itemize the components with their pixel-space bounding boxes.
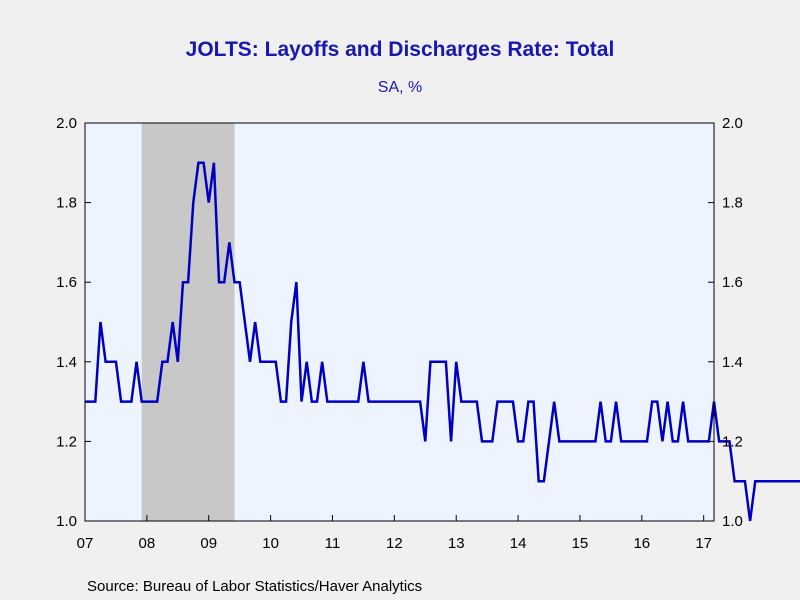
x-tick-label: 16 — [633, 535, 650, 552]
y-tick-label-right: 1.2 — [722, 433, 743, 450]
x-tick-label: 09 — [200, 535, 217, 552]
y-tick-label-right: 1.6 — [722, 274, 743, 291]
x-tick-label: 12 — [386, 535, 403, 552]
y-tick-label-right: 1.4 — [722, 354, 743, 371]
y-tick-label-right: 1.0 — [722, 513, 743, 530]
x-tick-label: 10 — [262, 535, 279, 552]
x-tick-label: 08 — [139, 535, 156, 552]
recession-shading — [141, 123, 235, 521]
chart-subtitle: SA, % — [377, 79, 423, 96]
x-tick-label: 15 — [572, 535, 589, 552]
plot-frame — [84, 122, 715, 522]
series-line — [85, 161, 800, 522]
x-tick-label: 17 — [695, 535, 712, 552]
y-tick-label-left: 1.8 — [56, 195, 77, 212]
x-tick-label: 11 — [325, 535, 341, 552]
source-note: Source: Bureau of Labor Statistics/Haver… — [87, 578, 423, 595]
x-tick-label: 14 — [510, 535, 527, 552]
y-tick-label-left: 1.6 — [56, 274, 77, 291]
x-tick-label: 13 — [448, 535, 465, 552]
y-tick-label-left: 1.0 — [56, 513, 77, 530]
y-tick-label-left: 1.4 — [56, 354, 77, 371]
x-tick-label: 07 — [77, 535, 94, 552]
chart-title: JOLTS: Layoffs and Discharges Rate: Tota… — [185, 38, 615, 61]
y-tick-label-right: 1.8 — [722, 195, 743, 212]
y-tick-label-right: 2.0 — [722, 115, 743, 132]
y-tick-label-left: 2.0 — [56, 115, 77, 132]
y-tick-label-left: 1.2 — [56, 433, 77, 450]
